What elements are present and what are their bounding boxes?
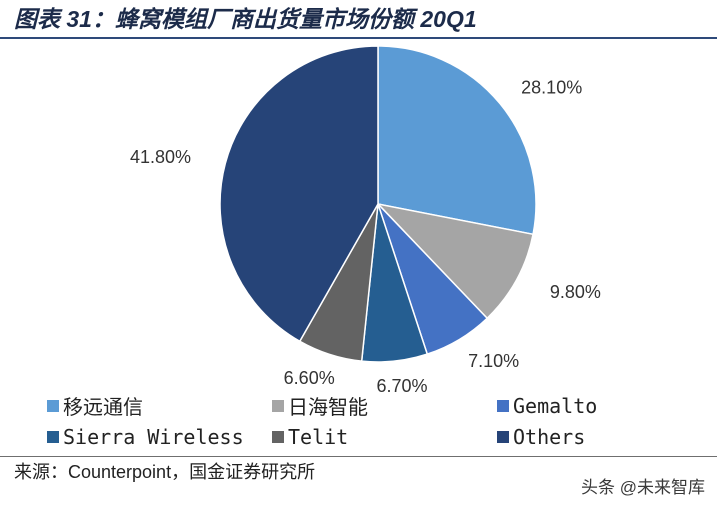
data-label-5: 6.60% <box>284 368 335 388</box>
data-label-2: 9.80% <box>550 282 601 302</box>
watermark: 头条 @未来智库 <box>581 478 705 497</box>
legend-label-2: 日海智能 <box>288 395 368 419</box>
legend-item-6: Others <box>497 421 697 452</box>
pie-chart: 28.10% 9.80% 7.10% 6.70% 6.60% 41.80% <box>130 45 601 396</box>
data-labels: 28.10% 9.80% 7.10% 6.70% 6.60% 41.80% <box>130 78 601 396</box>
source-divider <box>0 456 717 457</box>
legend-item-5: Telit <box>272 421 497 452</box>
legend-item-2: 日海智能 <box>272 390 497 421</box>
legend-swatch-6 <box>497 430 509 443</box>
legend-label-1: 移远通信 <box>63 395 143 419</box>
legend-label-4: Sierra Wireless <box>63 424 244 449</box>
pie-slices <box>219 45 537 363</box>
legend-label-5: Telit <box>288 424 349 449</box>
legend-swatch-4 <box>47 430 59 443</box>
legend-label-6: Others <box>513 424 586 449</box>
legend: 移远通信 日海智能 Gemalto Sierra Wireless Telit … <box>47 390 697 452</box>
title-divider <box>0 37 717 39</box>
pie-slice-6 <box>219 45 379 343</box>
legend-item-3: Gemalto <box>497 390 697 421</box>
legend-item-1: 移远通信 <box>47 390 272 421</box>
legend-swatch-5 <box>272 430 284 443</box>
pie-slice-2 <box>377 203 534 319</box>
legend-item-4: Sierra Wireless <box>47 421 272 452</box>
data-label-6: 41.80% <box>130 147 191 167</box>
chart-title: 图表 31：蜂窝模组厂商出货量市场份额 20Q1 <box>14 6 477 32</box>
legend-swatch-1 <box>47 399 59 412</box>
data-label-4: 6.70% <box>376 376 427 396</box>
data-label-1: 28.10% <box>521 78 582 98</box>
source-note: 来源：Counterpoint，国金证券研究所 <box>14 462 316 482</box>
legend-label-3: Gemalto <box>513 393 598 418</box>
legend-swatch-3 <box>497 399 509 412</box>
pie-slice-1 <box>377 45 537 236</box>
data-label-3: 7.10% <box>468 351 519 371</box>
legend-swatch-2 <box>272 399 284 412</box>
